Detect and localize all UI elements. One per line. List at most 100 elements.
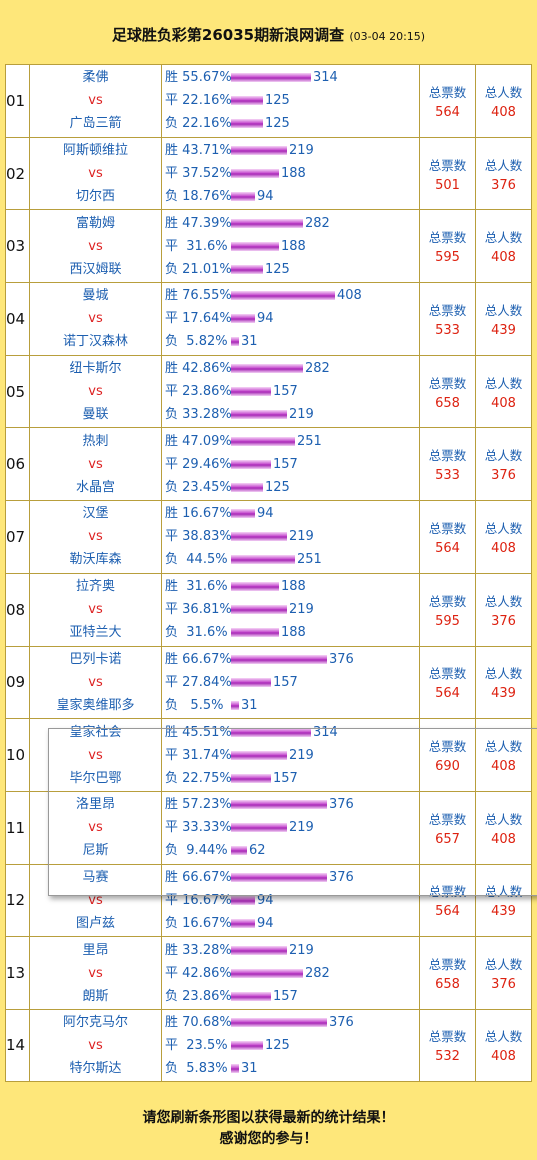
total-votes: 总票数 657 (419, 790, 476, 865)
vs-label: vs (88, 602, 103, 618)
bar-line-win: 胜 57.23% 376 (162, 793, 419, 816)
win-percent: 胜 45.51% (162, 721, 232, 744)
win-label: 胜 (165, 1014, 179, 1030)
total-people-value: 376 (491, 613, 516, 629)
draw-percent: 平 33.33% (162, 816, 232, 839)
bar-line-win: 胜 42.86% 282 (162, 357, 419, 380)
lose-percent: 负 5.82% (162, 330, 231, 353)
lose-count: 157 (273, 770, 298, 786)
lose-percent: 负 9.44% (162, 839, 231, 862)
vs-label: vs (88, 238, 103, 254)
vs-label: vs (88, 747, 103, 763)
match-teams: 阿斯顿维拉 vs 切尔西 (29, 136, 162, 211)
survey-timestamp: (03-04 20:15) (349, 30, 426, 43)
win-percent: 胜 47.09% (162, 430, 232, 453)
match-teams: 汉堡 vs 勒沃库森 (29, 500, 162, 574)
bar-line-win: 胜 43.71% 219 (162, 139, 419, 162)
footer-thanks: 感谢您的参与！ (219, 1131, 318, 1147)
win-label: 胜 (165, 70, 179, 86)
win-bar (231, 582, 279, 592)
total-people-label: 总人数 (484, 957, 523, 973)
home-team: 纽卡斯尔 (69, 361, 122, 377)
match-teams: 纽卡斯尔 vs 曼联 (29, 354, 162, 429)
win-label: 胜 (165, 579, 179, 595)
draw-label: 平 (165, 384, 179, 400)
match-row: 13 里昂 vs 朗斯 胜 33.28% 219 平 42.86% 282 负 23.86% 15… (5, 936, 532, 1010)
win-label: 胜 (165, 797, 179, 813)
draw-percent-value: 31.6% (182, 238, 228, 254)
win-label: 胜 (165, 506, 179, 522)
home-team: 皇家社会 (69, 724, 122, 740)
bar-line-lose: 负 18.76% 94 (162, 185, 419, 208)
bar-line-win: 胜 47.39% 282 (162, 212, 419, 235)
result-bars: 胜 45.51% 314 平 31.74% 219 负 22.75% 157 (161, 718, 420, 792)
vs-label: vs (88, 892, 103, 908)
away-team: 亚特兰大 (69, 625, 122, 641)
lose-label: 负 (165, 1060, 179, 1076)
result-bars: 胜 70.68% 376 平 23.5% 125 负 5.83% 31 (161, 1008, 420, 1082)
vs-label: vs (88, 820, 103, 836)
away-team: 西汉姆联 (69, 261, 122, 277)
win-label: 胜 (165, 724, 179, 740)
draw-percent-value: 23.86% (182, 384, 232, 400)
result-bars: 胜 31.6% 188 平 36.81% 219 负 31.6% 188 (161, 572, 420, 647)
win-count: 251 (297, 433, 322, 449)
total-votes: 总票数 564 (419, 64, 476, 138)
match-number: 11 (5, 790, 30, 865)
draw-label: 平 (165, 892, 179, 908)
draw-bar (231, 823, 287, 833)
match-number: 01 (5, 64, 30, 138)
match-teams: 拉齐奥 vs 亚特兰大 (29, 572, 162, 647)
bar-line-win: 胜 16.67% 94 (162, 502, 419, 525)
win-percent-value: 76.55% (182, 288, 232, 304)
lose-percent: 负 22.16% (162, 112, 232, 135)
win-bar (231, 1017, 327, 1027)
total-people: 总人数 376 (475, 572, 532, 647)
lose-bar (231, 628, 279, 638)
total-people: 总人数 376 (475, 936, 532, 1010)
total-people-label: 总人数 (484, 811, 523, 827)
win-count: 188 (281, 579, 306, 595)
bar-line-draw: 平 17.64% 94 (162, 307, 419, 330)
total-votes-value: 532 (435, 1049, 460, 1065)
total-people-value: 408 (491, 831, 516, 847)
bar-line-draw: 平 23.5% 125 (162, 1034, 419, 1057)
total-votes-label: 总票数 (428, 811, 467, 827)
page-title: 足球胜负彩第26035期新浪网调查 (111, 26, 345, 44)
draw-bar (231, 387, 271, 397)
win-percent: 胜 70.68% (162, 1011, 232, 1034)
win-percent: 胜 33.28% (162, 939, 232, 962)
bar-line-lose: 负 22.75% 157 (162, 767, 419, 790)
win-label: 胜 (165, 215, 179, 231)
lose-label: 负 (165, 407, 179, 423)
draw-percent-value: 37.52% (182, 166, 232, 182)
win-percent-value: 55.67% (182, 70, 232, 86)
bar-line-win: 胜 76.55% 408 (162, 284, 419, 307)
match-number: 10 (5, 718, 30, 792)
lose-label: 负 (165, 915, 179, 931)
draw-percent-value: 36.81% (182, 602, 232, 618)
draw-bar (231, 96, 263, 106)
draw-count: 188 (281, 238, 306, 254)
draw-percent-value: 33.33% (182, 820, 232, 836)
draw-percent-value: 29.46% (182, 456, 232, 472)
match-teams: 洛里昂 vs 尼斯 (29, 790, 162, 865)
win-bar (231, 727, 311, 737)
win-percent-value: 33.28% (182, 942, 232, 958)
match-teams: 热刺 vs 水晶宫 (29, 427, 162, 502)
bar-line-draw: 平 33.33% 219 (162, 816, 419, 839)
lose-label: 负 (165, 261, 179, 277)
win-label: 胜 (165, 288, 179, 304)
draw-percent: 平 38.83% (162, 525, 232, 548)
lose-label: 负 (165, 479, 179, 495)
draw-label: 平 (165, 456, 179, 472)
bar-line-draw: 平 31.74% 219 (162, 744, 419, 767)
total-people-label: 总人数 (484, 230, 523, 246)
total-people-label: 总人数 (484, 739, 523, 755)
lose-percent: 负 5.83% (162, 1057, 231, 1080)
away-team: 朗斯 (82, 988, 109, 1004)
win-percent: 胜 16.67% (162, 502, 232, 525)
win-percent: 胜 66.67% (162, 648, 232, 671)
draw-count: 219 (289, 602, 314, 618)
draw-label: 平 (165, 238, 179, 254)
